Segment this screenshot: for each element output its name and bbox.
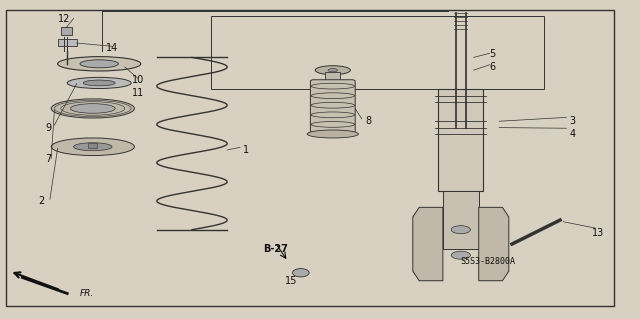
Ellipse shape: [451, 226, 470, 234]
Text: 9: 9: [45, 122, 51, 133]
Text: 2: 2: [38, 196, 45, 206]
Ellipse shape: [83, 80, 115, 86]
FancyBboxPatch shape: [310, 80, 355, 136]
Text: 15: 15: [285, 276, 298, 286]
Text: 6: 6: [490, 62, 496, 72]
Text: 14: 14: [106, 43, 118, 53]
Text: 3: 3: [570, 116, 576, 126]
Text: 5: 5: [490, 49, 496, 59]
Ellipse shape: [315, 66, 351, 75]
Bar: [211, 16, 544, 89]
Text: 10: 10: [131, 75, 144, 85]
Text: B-27: B-27: [263, 244, 287, 254]
Polygon shape: [413, 207, 443, 281]
Ellipse shape: [307, 130, 358, 138]
Ellipse shape: [328, 69, 338, 72]
Text: 1: 1: [243, 145, 250, 155]
Ellipse shape: [74, 143, 112, 151]
Circle shape: [292, 269, 309, 277]
Ellipse shape: [67, 77, 131, 89]
Polygon shape: [479, 207, 509, 281]
Bar: [443, 191, 479, 249]
Ellipse shape: [70, 104, 115, 113]
Ellipse shape: [451, 251, 470, 259]
Bar: [58, 39, 77, 46]
Text: FR.: FR.: [80, 289, 94, 298]
Text: 4: 4: [570, 129, 576, 139]
Text: 7: 7: [45, 154, 51, 165]
Bar: [88, 143, 97, 148]
Text: 11: 11: [131, 87, 144, 98]
Ellipse shape: [58, 57, 141, 71]
Bar: [61, 27, 72, 35]
Text: 12: 12: [58, 14, 70, 24]
Text: S5S3-B2800A: S5S3-B2800A: [461, 257, 516, 266]
Bar: [438, 89, 483, 191]
Ellipse shape: [51, 138, 134, 155]
Ellipse shape: [80, 60, 118, 68]
Ellipse shape: [51, 99, 134, 118]
Text: 13: 13: [592, 228, 605, 238]
Text: 8: 8: [365, 116, 371, 126]
Bar: [325, 72, 340, 81]
